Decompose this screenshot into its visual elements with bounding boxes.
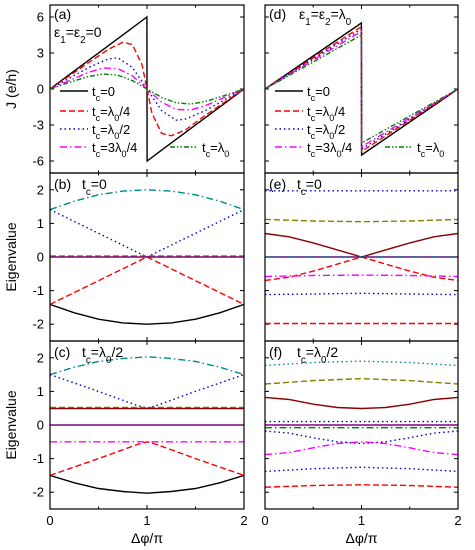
plot-layer: 630-3-6(a)ε1=ε2=0tc=0tc=λ0/4tc=λ0/2tc=3λ… xyxy=(3,4,462,546)
y-tick-label: 0 xyxy=(37,418,44,433)
series-line xyxy=(50,208,244,258)
y-tick-label: 6 xyxy=(37,10,44,25)
series-line xyxy=(265,30,458,148)
series-line xyxy=(50,256,244,306)
series-line xyxy=(265,360,458,367)
panel-annotation: tc=λ0/2 xyxy=(82,344,123,366)
panel-annotation: tc=0 xyxy=(297,176,322,198)
panel-frame xyxy=(264,340,459,510)
series-line xyxy=(265,25,458,153)
legend-entry: tc=3λ0/4 xyxy=(307,140,352,159)
panel-label: (f) xyxy=(269,344,282,360)
series-line xyxy=(265,441,458,456)
y-axis-label: Eigenvalue xyxy=(3,390,19,459)
series-group xyxy=(50,15,244,163)
series-line xyxy=(265,377,458,385)
legend-entry: tc=0 xyxy=(307,84,330,103)
series-line xyxy=(50,373,244,409)
x-tick-label: 0 xyxy=(261,513,268,528)
y-tick-label: 1 xyxy=(37,216,44,231)
panel-annotation: tc=0 xyxy=(82,176,107,198)
series-group xyxy=(265,21,458,157)
legend: tc=0tc=λ0/4tc=λ0/2tc=3λ0/4 tc=λ0 xyxy=(275,84,444,159)
y-tick-label: 1 xyxy=(37,384,44,399)
panel-label: (c) xyxy=(54,344,70,360)
series-line xyxy=(50,41,244,137)
series-line xyxy=(50,474,244,494)
y-tick-label: 3 xyxy=(37,46,44,61)
series-line xyxy=(50,73,244,105)
y-tick-label: -1 xyxy=(32,283,44,298)
x-tick-label: 0 xyxy=(46,513,53,528)
series-line xyxy=(50,303,244,325)
legend-entry: tc=λ0/2 xyxy=(307,122,345,141)
y-tick-label: -6 xyxy=(32,154,44,169)
series-line xyxy=(265,232,458,258)
y-axis-label: Eigenvalue xyxy=(3,222,19,291)
x-tick-label: 2 xyxy=(240,513,247,528)
y-tick-label: 0 xyxy=(37,82,44,97)
y-axis-label: J (e/h) xyxy=(3,69,19,109)
x-axis-label: Δφ/π xyxy=(346,530,378,546)
series-line xyxy=(50,441,244,477)
legend-entry: tc=λ0/4 xyxy=(307,104,345,123)
legend-entry: tc=0 xyxy=(92,84,115,103)
x-axis-label: Δφ/π xyxy=(131,530,163,546)
panel-f: 0 1 2 (f) tc=λ0/2 Δφ/π xyxy=(261,340,462,546)
series-line xyxy=(265,256,458,282)
panel-label: (e) xyxy=(269,176,286,192)
series-line xyxy=(265,33,458,145)
panel-label: (b) xyxy=(54,176,71,192)
series-group xyxy=(50,356,244,494)
legend-entry: tc=3λ0/4 xyxy=(92,140,137,159)
legend-entry: tc=λ0/2 xyxy=(92,122,130,141)
series-line xyxy=(265,466,458,473)
series-line xyxy=(265,292,458,296)
x-tick-label: 1 xyxy=(358,513,365,528)
panel-annotation: tc=λ0/2 xyxy=(297,344,338,366)
series-line xyxy=(265,218,458,223)
panel-b: 2 1 0 -1 -2 (b) tc=0 Eigenvalue xyxy=(3,172,245,342)
panel-annotation: ε1=ε2=λ0 xyxy=(299,6,352,28)
panel-label: (d) xyxy=(269,6,286,22)
y-tick-label: -2 xyxy=(32,317,44,332)
legend-entry: tc=λ0 xyxy=(202,140,229,159)
x-tick-label: 2 xyxy=(454,513,461,528)
series-group xyxy=(50,189,244,325)
series-line xyxy=(50,189,244,211)
legend-entry: tc=λ0 xyxy=(417,140,444,159)
series-group xyxy=(265,360,458,488)
y-tick-label: -2 xyxy=(32,485,44,500)
y-tick-label: 2 xyxy=(37,182,44,197)
panel-frame xyxy=(49,340,245,510)
series-line xyxy=(50,356,244,376)
y-tick-label: 0 xyxy=(37,250,44,265)
panel-annotation: ε1=ε2=0 xyxy=(54,24,102,46)
panel-e: (e) tc=0 xyxy=(264,172,459,342)
legend-entry: tc=λ0/4 xyxy=(92,104,130,123)
series-line xyxy=(265,430,458,445)
legend: tc=0tc=λ0/4tc=λ0/2tc=3λ0/4 tc=λ0 xyxy=(60,84,229,159)
series-line xyxy=(265,274,458,278)
series-line xyxy=(265,484,458,488)
panel-a: 6 3 0 -3 -6 (a) ε1=ε2=0 tc=0tc=λ0/4tc=λ0/2tc=3λ… xyxy=(3,4,245,174)
y-tick-label: -3 xyxy=(32,118,44,133)
y-tick-label: 2 xyxy=(37,350,44,365)
panel-label: (a) xyxy=(54,6,71,22)
series-group xyxy=(265,190,458,325)
series-line xyxy=(265,396,458,410)
y-tick-label: -1 xyxy=(32,451,44,466)
x-tick-label: 1 xyxy=(143,513,150,528)
